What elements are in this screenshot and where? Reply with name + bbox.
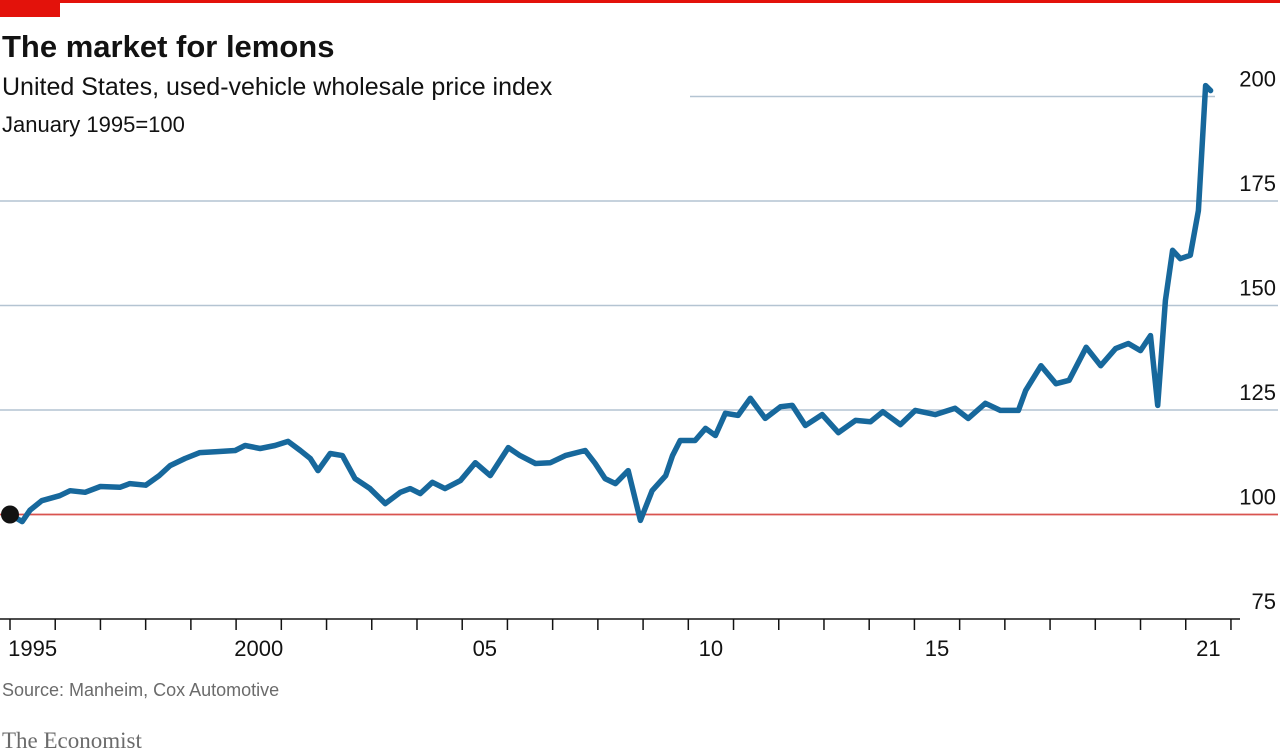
y-tick-label: 100 [1239,485,1276,510]
y-axis-label: January 1995=100 [2,112,185,137]
y-tick-label: 150 [1239,276,1276,301]
brand: The Economist [2,728,142,753]
x-tick-label: 21 [1196,636,1220,661]
x-tick-label: 15 [925,636,949,661]
x-tick-label: 1995 [8,636,57,661]
y-tick-label: 200 [1239,67,1276,92]
chart-title: The market for lemons [2,29,334,64]
top-rule [0,0,1280,3]
y-tick-label: 175 [1239,171,1276,196]
x-tick-label: 2000 [234,636,283,661]
x-tick-label: 10 [699,636,723,661]
data-line [7,82,1214,525]
y-tick-label: 125 [1239,380,1276,405]
x-tick-label: 05 [473,636,497,661]
start-dot [1,505,19,524]
source: Source: Manheim, Cox Automotive [2,680,279,700]
chart-subtitle: United States, used-vehicle wholesale pr… [2,73,553,101]
brand-tag [0,0,60,17]
y-tick-label: 75 [1252,589,1276,614]
